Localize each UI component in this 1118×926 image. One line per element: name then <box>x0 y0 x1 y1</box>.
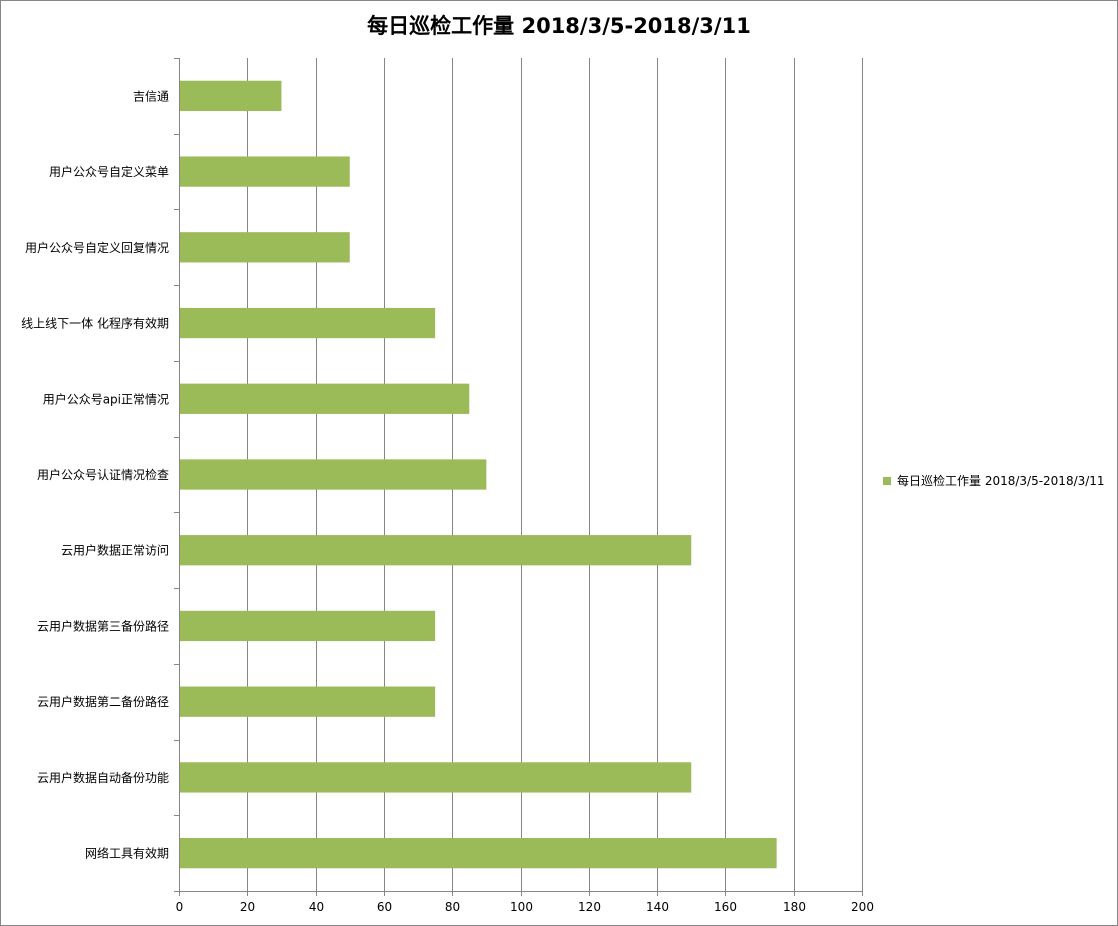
bar <box>180 232 350 263</box>
axis-labels: 0 20 40 60 80 100 120 140 160 180 200 吉信通用户公众号自定义菜单… <box>21 89 874 914</box>
chart-title: 每日巡检工作量 2018/3/5-2018/3/11 <box>367 14 751 38</box>
x-tick-label: 60 <box>377 900 392 914</box>
legend: 每日巡检工作量 2018/3/5-2018/3/11 <box>883 472 1105 489</box>
axes <box>174 58 863 896</box>
x-tick-label: 200 <box>851 900 874 914</box>
x-tick-label: 40 <box>309 900 324 914</box>
y-category-label: 用户公众号自定义回复情况 <box>25 240 169 255</box>
legend-label: 每日巡检工作量 2018/3/5-2018/3/11 <box>897 474 1105 488</box>
y-category-label: 线上线下一体 化程序有效期 <box>21 316 169 331</box>
y-category-label: 云用户数据自动备份功能 <box>37 770 169 785</box>
bar <box>180 459 487 490</box>
legend-swatch <box>883 476 891 485</box>
bar <box>180 156 350 187</box>
y-category-label: 用户公众号自定义菜单 <box>49 164 169 179</box>
x-tick-label: 160 <box>714 900 737 914</box>
x-tick-label: 80 <box>445 900 460 914</box>
y-category-label: 网络工具有效期 <box>85 846 169 861</box>
bar <box>180 837 777 869</box>
x-tick-label: 140 <box>646 900 669 914</box>
y-category-label: 云用户数据正常访问 <box>61 543 169 558</box>
y-category-label: 用户公众号认证情况检查 <box>37 467 169 482</box>
x-tick-label: 100 <box>510 900 533 914</box>
bars <box>180 80 777 869</box>
bar <box>180 535 692 566</box>
x-tick-label: 120 <box>578 900 601 914</box>
y-category-label: 云用户数据第二备份路径 <box>37 694 169 709</box>
bar <box>180 80 282 112</box>
y-category-label: 吉信通 <box>133 89 169 103</box>
x-tick-label: 180 <box>783 900 806 914</box>
x-tick-label: 20 <box>240 900 255 914</box>
bar <box>180 307 436 339</box>
y-category-label: 云用户数据第三备份路径 <box>37 618 169 633</box>
y-category-label: 用户公众号api正常情况 <box>43 391 169 406</box>
bar <box>180 610 436 642</box>
x-tick-label: 0 <box>176 900 184 914</box>
bar <box>180 686 436 717</box>
bar <box>180 383 470 414</box>
bar <box>180 762 692 793</box>
